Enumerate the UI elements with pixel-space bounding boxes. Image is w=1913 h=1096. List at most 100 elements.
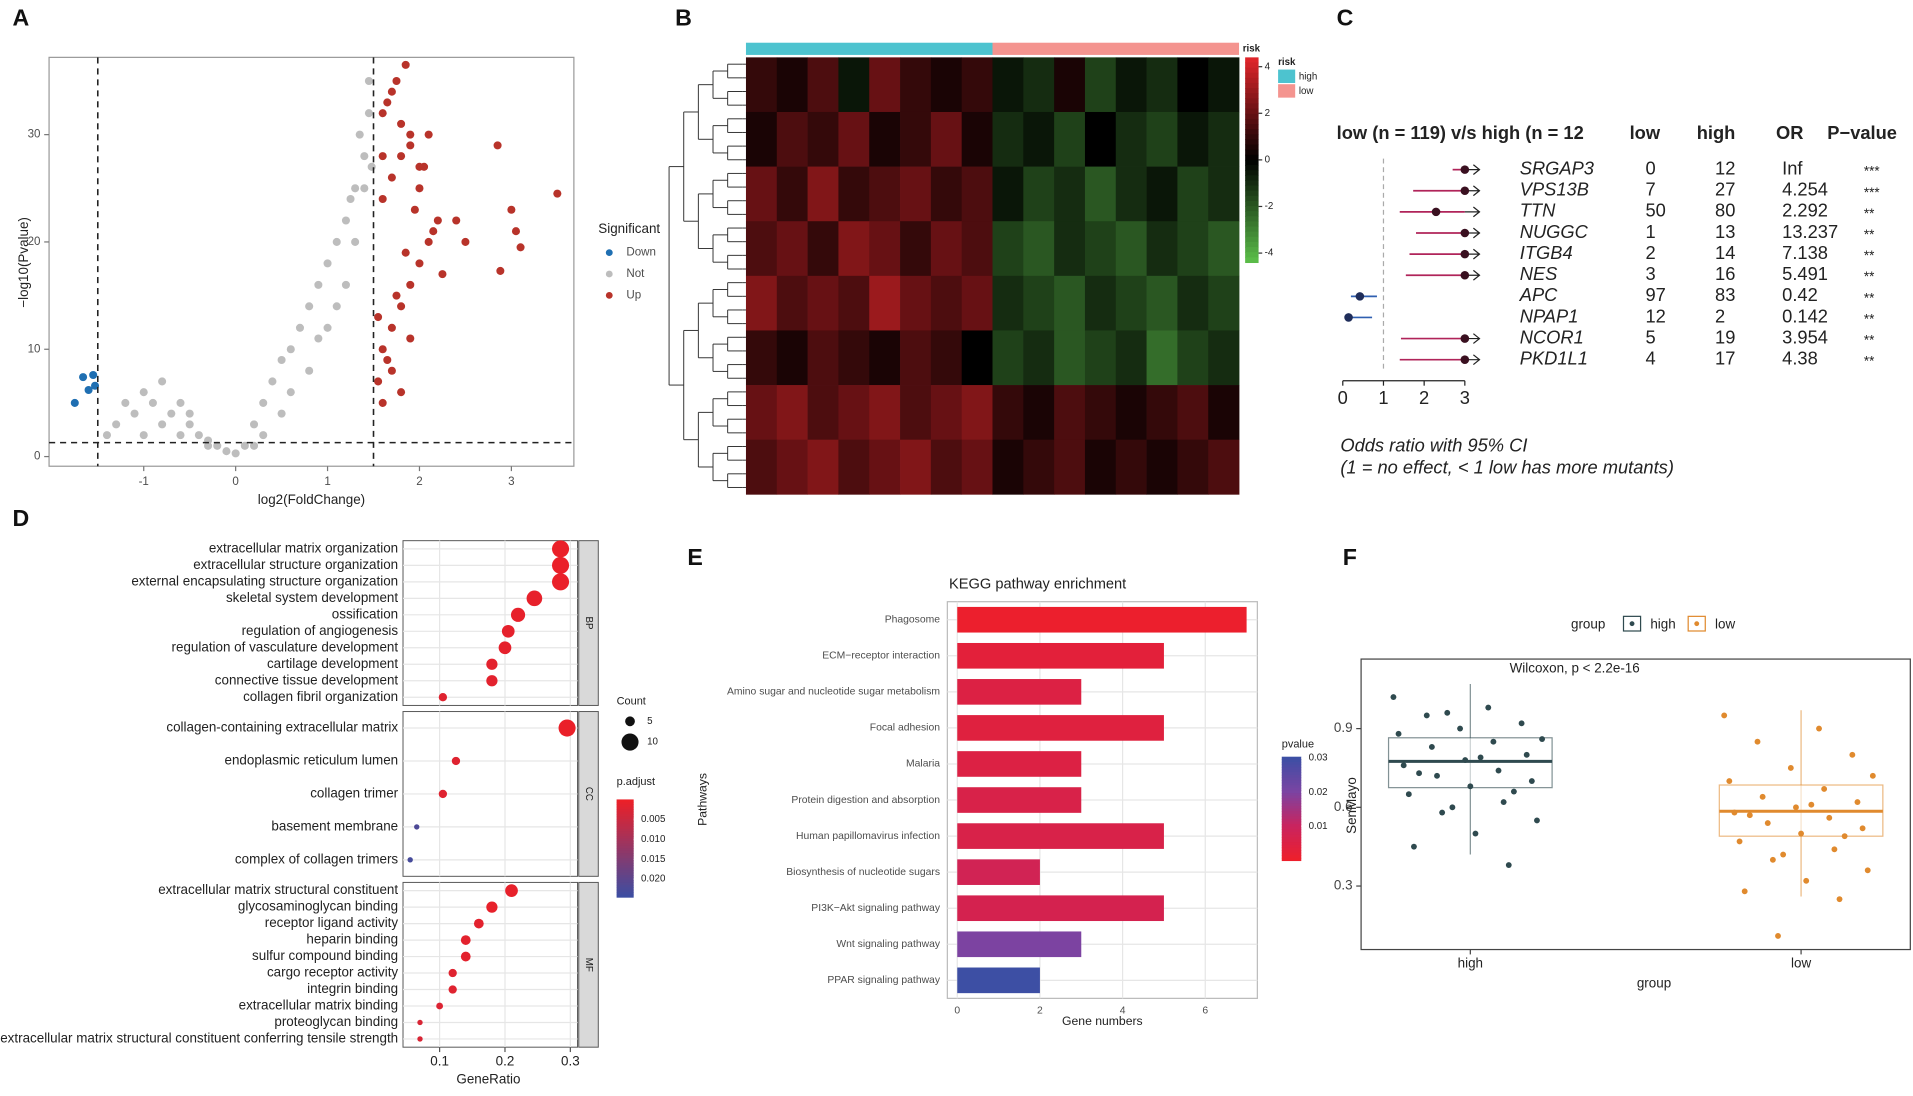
- category-label: cartilage development: [267, 656, 398, 671]
- category-label: connective tissue development: [215, 672, 399, 687]
- point: [1444, 709, 1451, 716]
- point: [1405, 791, 1412, 798]
- heat-cell: [992, 385, 1024, 441]
- point: [341, 216, 350, 225]
- colorbar-step: [616, 892, 634, 896]
- point: [268, 377, 277, 386]
- dot: [438, 789, 448, 799]
- point: [1539, 736, 1546, 743]
- point: [424, 237, 433, 246]
- point: [259, 398, 268, 407]
- point: [374, 377, 383, 386]
- dot: [510, 607, 526, 622]
- point: [185, 420, 194, 429]
- low-count: 4: [1645, 348, 1655, 369]
- heat-cell: [745, 111, 778, 167]
- low-count: 5: [1645, 326, 1655, 347]
- point: [1741, 888, 1748, 895]
- bar: [957, 715, 1164, 741]
- heat-cell: [1208, 57, 1240, 113]
- category-label: extracellular structure organization: [193, 557, 398, 572]
- panel-letter: D: [12, 505, 29, 531]
- p-label: ***: [1864, 185, 1880, 200]
- category-label: Wnt signaling pathway: [836, 939, 940, 950]
- colorbar-step: [1281, 826, 1302, 830]
- point: [167, 409, 176, 418]
- dot: [436, 1002, 444, 1010]
- high-count: 14: [1715, 242, 1735, 263]
- point: [387, 173, 396, 182]
- x-axis-label: GeneRatio: [456, 1072, 520, 1087]
- colorbar-step: [616, 831, 634, 835]
- colorbar-step: [1281, 829, 1302, 833]
- point: [378, 152, 387, 161]
- point: [410, 205, 419, 214]
- colorbar-step: [616, 877, 634, 881]
- legend-title: Count: [617, 696, 646, 708]
- heat-cell: [930, 275, 963, 331]
- point: [429, 227, 438, 236]
- colorbar-step: [616, 884, 634, 888]
- point: [1793, 804, 1799, 811]
- heat-cell: [1177, 439, 1209, 495]
- colorbar-step: [1281, 777, 1302, 781]
- heat-cell: [807, 111, 839, 167]
- heat-cell: [745, 439, 778, 495]
- y-tick-label: 10: [28, 343, 41, 355]
- p-label: **: [1864, 269, 1874, 284]
- odds-ratio: [1460, 228, 1470, 238]
- point: [1395, 730, 1402, 737]
- heat-cell: [1054, 385, 1086, 441]
- point: [424, 130, 433, 139]
- legend-label: high: [1650, 616, 1675, 631]
- legend-swatch: [1629, 621, 1635, 627]
- column-header: P−value: [1827, 122, 1897, 143]
- category-label: complex of collagen trimers: [235, 851, 398, 866]
- point: [323, 323, 332, 332]
- point: [1754, 738, 1761, 745]
- legend-label: Down: [626, 247, 656, 259]
- point: [493, 141, 502, 150]
- gene: PKD1L1: [1520, 348, 1588, 369]
- heat-cell: [1054, 57, 1086, 113]
- point: [1826, 814, 1833, 821]
- dot: [460, 951, 471, 962]
- x-tick-label: 3: [1460, 387, 1470, 408]
- category-label: PPAR signaling pathway: [827, 975, 940, 986]
- bar: [957, 751, 1082, 777]
- colorbar-step: [1245, 247, 1259, 253]
- odds-ratio: [1355, 292, 1365, 301]
- point: [355, 130, 364, 139]
- legend-swatch: [1694, 621, 1700, 627]
- heat-cell: [1208, 439, 1240, 495]
- dot: [407, 857, 413, 863]
- heat-cell: [1054, 166, 1086, 222]
- note: Odds ratio with 95% CI: [1340, 435, 1527, 456]
- facet-label: BP: [583, 617, 594, 630]
- category-label: extracellular matrix binding: [239, 998, 398, 1013]
- colorbar-step: [1281, 808, 1302, 812]
- category-label: receptor ligand activity: [265, 915, 399, 930]
- point: [1390, 694, 1397, 701]
- colorbar-step: [1281, 767, 1302, 771]
- point: [1764, 820, 1771, 826]
- heat-cell: [1177, 221, 1209, 277]
- category-label: basement membrane: [271, 818, 398, 833]
- x-tick-label: 1: [324, 476, 330, 488]
- or-label: 0.42: [1782, 284, 1818, 305]
- heat-cell: [776, 385, 808, 441]
- colorbar-step: [1281, 772, 1302, 776]
- category-label: regulation of angiogenesis: [242, 623, 399, 638]
- point: [406, 130, 415, 139]
- heat-cell: [1084, 111, 1117, 167]
- heat-cell: [776, 57, 808, 113]
- point: [332, 237, 341, 246]
- point: [259, 431, 268, 440]
- dot: [473, 918, 484, 929]
- heat-cell: [992, 57, 1024, 113]
- heat-cell: [807, 439, 839, 495]
- colorbar-step: [616, 855, 634, 859]
- point: [397, 388, 406, 397]
- y-tick-label: 0: [34, 451, 40, 463]
- point: [387, 323, 396, 332]
